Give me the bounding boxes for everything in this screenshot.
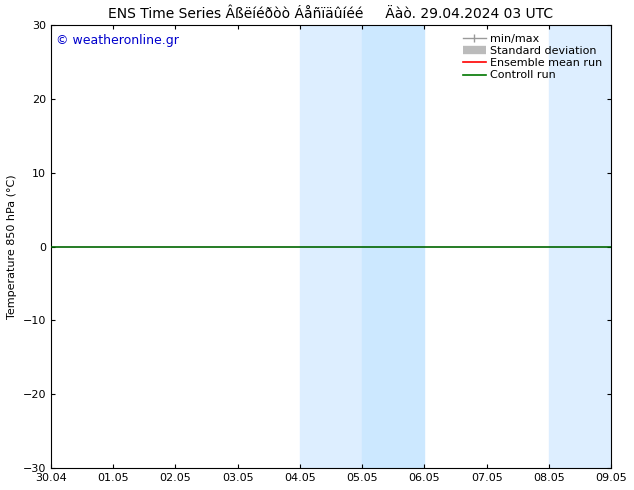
Y-axis label: Temperature 850 hPa (°C): Temperature 850 hPa (°C) bbox=[7, 174, 17, 319]
Legend: min/max, Standard deviation, Ensemble mean run, Controll run: min/max, Standard deviation, Ensemble me… bbox=[460, 30, 605, 84]
Bar bbox=[549, 25, 611, 468]
Title: ENS Time Series Âßëíéðòò Áåñïäûíéé     Äàò. 29.04.2024 03 UTC: ENS Time Series Âßëíéðòò Áåñïäûíéé Äàò. … bbox=[108, 7, 553, 21]
Bar bbox=[362, 25, 424, 468]
Text: © weatheronline.gr: © weatheronline.gr bbox=[56, 34, 179, 47]
Bar bbox=[300, 25, 362, 468]
